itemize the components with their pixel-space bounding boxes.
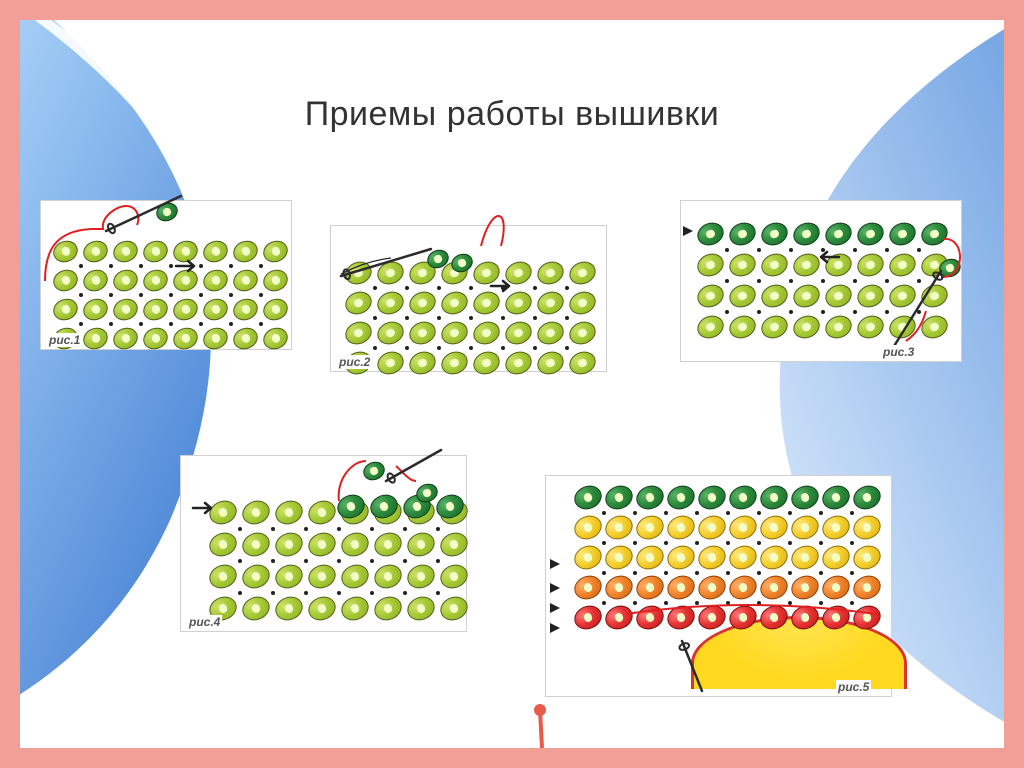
figure-overlay [181,446,466,661]
figure-fig1: рис.1 [40,200,292,350]
figure-caption: рис.4 [187,615,222,629]
figure-fig5: рис.5 [545,475,892,697]
figure-caption: рис.1 [47,333,82,347]
figure-fig4: рис.4 [180,455,467,632]
figure-overlay [41,191,291,379]
figure-overlay [331,216,606,401]
figure-caption: рис.3 [881,345,916,359]
figure-fig3: рис.3 [680,200,962,362]
figure-caption: рис.5 [836,680,871,694]
figure-caption: рис.2 [337,355,372,369]
page-title: Приемы работы вышивки [20,95,1004,134]
figure-overlay [681,191,961,391]
figure-fig2: рис.2 [330,225,607,372]
